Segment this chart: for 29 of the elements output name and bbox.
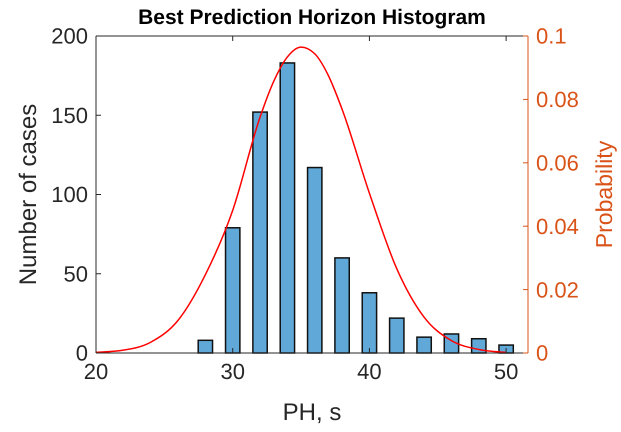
y2-tick-label: 0 <box>536 340 548 366</box>
bar <box>388 317 405 354</box>
bar <box>444 333 460 354</box>
y2-tick-label: 0.1 <box>536 24 567 49</box>
y-tick-label: 100 <box>51 182 88 208</box>
bar <box>252 111 268 354</box>
x-tick-label: 40 <box>357 359 382 384</box>
line-series <box>95 46 507 354</box>
y2-axis-title: Probability <box>591 140 617 248</box>
x-tick-label: 30 <box>220 359 245 384</box>
y2-tick-label: 0.06 <box>536 150 579 176</box>
bar <box>197 340 214 354</box>
bar <box>361 292 378 354</box>
chart-title: Best Prediction Horizon Histogram <box>138 6 486 29</box>
y-tick-label: 150 <box>51 102 88 128</box>
bar <box>334 257 350 354</box>
x-tick-label: 20 <box>84 359 108 384</box>
bar <box>306 166 323 354</box>
x-tick-label: 50 <box>494 359 518 384</box>
y2-tick-label: 0.08 <box>536 87 579 112</box>
bar <box>416 336 432 354</box>
y2-tick-label: 0.02 <box>536 277 579 302</box>
x-axis-title: PH, s <box>282 399 342 426</box>
y-tick-label: 50 <box>64 261 88 286</box>
bar <box>279 62 296 354</box>
y-tick-label: 200 <box>51 24 88 49</box>
y2-tick-label: 0.04 <box>536 214 579 239</box>
y-axis-title: Number of cases <box>15 104 42 286</box>
bar <box>224 227 241 354</box>
